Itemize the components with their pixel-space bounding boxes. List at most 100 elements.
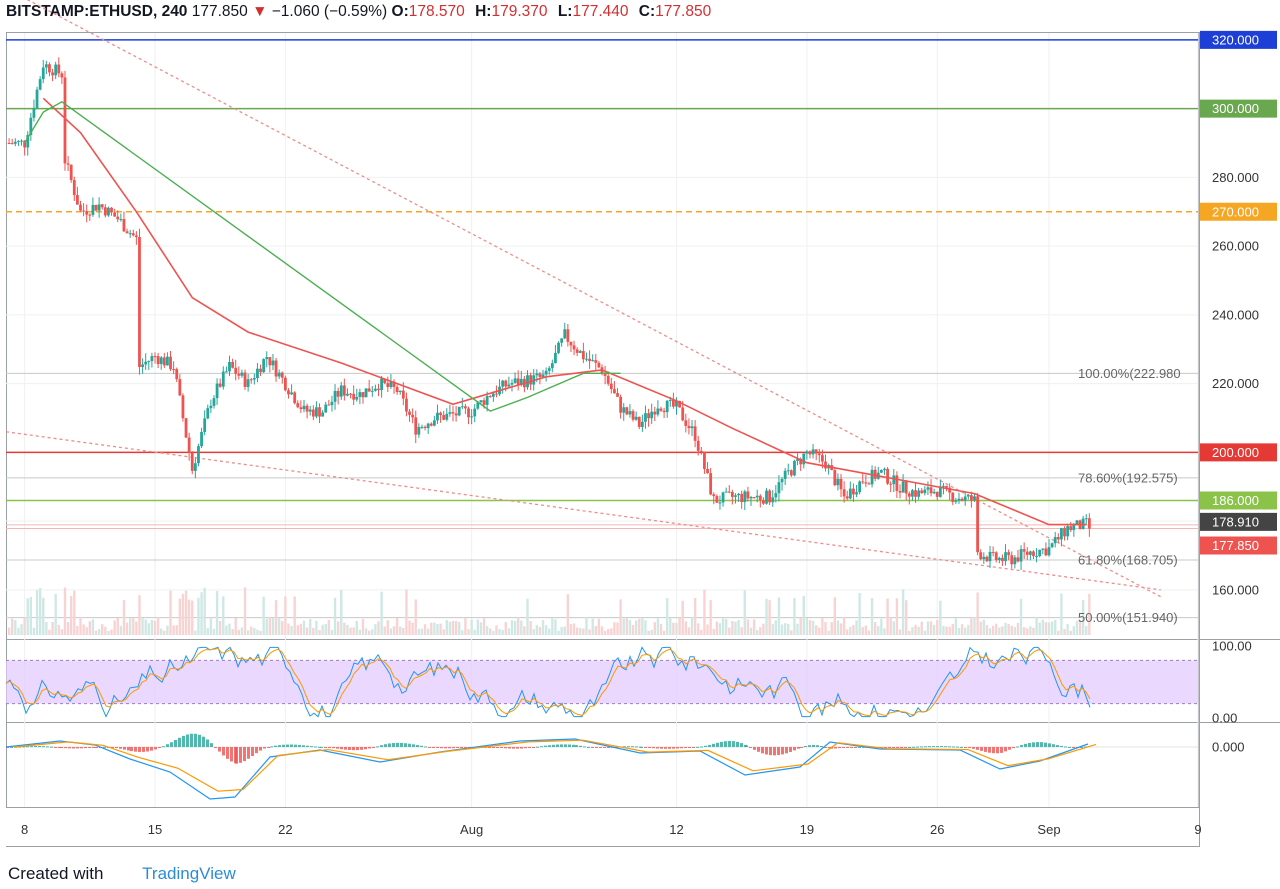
candle-body: [861, 481, 865, 483]
candle: [1063, 526, 1066, 635]
macd-histogram-bar: [753, 747, 756, 750]
time-axis[interactable]: 8 15 22 Aug 12 19 26 Sep 9: [21, 822, 1202, 837]
candle-body: [240, 372, 244, 376]
macd-histogram-bar: [54, 747, 57, 748]
volume-bar: [175, 625, 178, 635]
macd-histogram-bar: [988, 747, 991, 753]
candle: [10, 138, 14, 635]
macd-histogram-bar: [668, 747, 671, 749]
macd-histogram-bar: [820, 745, 823, 747]
price-tick-label: 260.000: [1212, 239, 1259, 254]
volume-bar: [411, 622, 414, 635]
candle-body: [994, 552, 998, 561]
tradingview-logo[interactable]: TradingView: [142, 864, 236, 883]
candle-body: [1060, 528, 1063, 540]
macd-histogram-bar: [1040, 742, 1043, 747]
volume-bar: [352, 627, 355, 635]
macd-histogram-bar: [318, 746, 321, 748]
volume-bar: [417, 628, 421, 635]
volume-bar: [346, 624, 349, 635]
candle: [926, 481, 930, 635]
level-tag: [1200, 443, 1277, 462]
volume-bar: [960, 624, 964, 635]
candle-body: [420, 426, 424, 428]
candle-body: [1010, 555, 1014, 565]
candle-body: [603, 373, 607, 376]
candle-body: [560, 338, 564, 343]
volume-bar: [243, 587, 247, 635]
candle-body: [762, 500, 765, 504]
macd-histogram-bar: [310, 746, 313, 748]
volume-bar: [644, 620, 647, 635]
volume-bar: [842, 617, 846, 635]
price-axis[interactable]: 160.000 220.000 240.000 260.000 280.000 320.0…: [1200, 30, 1277, 598]
candle: [575, 347, 579, 635]
volume-bar: [588, 629, 591, 635]
volume-bar: [1035, 617, 1038, 635]
candle-body: [495, 393, 498, 395]
candle: [982, 552, 986, 635]
candle: [845, 490, 849, 635]
candle-body: [985, 556, 989, 562]
macd-histogram-bar: [420, 745, 423, 747]
price-tick-label: 220.000: [1212, 376, 1259, 391]
candle: [842, 481, 846, 635]
candle: [1044, 542, 1048, 635]
volume-bar: [948, 626, 951, 635]
candle-body: [389, 381, 393, 387]
volume-bar: [448, 621, 452, 635]
candle-body: [361, 392, 365, 398]
volume-bar: [203, 587, 206, 635]
candle: [811, 444, 815, 635]
volume-bar: [321, 624, 324, 635]
candle-body: [1032, 551, 1035, 557]
candle: [743, 489, 747, 635]
candle: [734, 493, 737, 635]
volume-bar: [122, 600, 126, 635]
macd-histogram-bar: [130, 747, 133, 752]
fibonacci-labels: 100.00%(222.980 78.60%(192.575) 61.80%(168…: [1078, 366, 1181, 625]
macd-histogram-bar: [60, 747, 63, 748]
candle-body: [541, 374, 545, 377]
volume-bar: [830, 622, 833, 635]
macd-histogram-bar: [372, 747, 375, 748]
macd-histogram-bar: [724, 741, 727, 747]
volume-bar: [877, 626, 880, 635]
candle-body: [7, 143, 11, 144]
candle-body: [550, 363, 554, 369]
volume-bar: [607, 628, 610, 635]
candle: [780, 477, 784, 635]
volume-bar: [420, 628, 424, 635]
candle-body: [948, 487, 952, 493]
candle-body: [1047, 547, 1051, 556]
volume-bar: [63, 587, 67, 635]
candle: [119, 213, 123, 635]
candle: [420, 424, 424, 635]
macd-histogram-bar: [564, 744, 567, 747]
candle: [221, 366, 225, 635]
volume-bar: [743, 590, 746, 635]
candle-body: [640, 421, 644, 427]
macd-histogram-bar: [808, 745, 811, 747]
candle-body: [1075, 520, 1079, 526]
candle: [470, 409, 474, 635]
volume-bar: [302, 620, 306, 635]
candle-body: [510, 382, 514, 385]
macd-histogram-bar: [202, 736, 205, 747]
volume-bar: [206, 628, 209, 635]
candle-body: [1025, 551, 1029, 555]
candle: [467, 406, 470, 635]
created-with-label: Created with: [8, 864, 104, 883]
candle: [656, 400, 660, 635]
fib-label: 78.60%(192.575): [1078, 470, 1178, 485]
candle: [535, 369, 539, 635]
candle-body: [898, 490, 902, 493]
volume-bar: [312, 627, 315, 635]
candle: [299, 400, 303, 635]
macd-histogram-bar: [22, 746, 25, 748]
candle: [600, 364, 604, 635]
candle-body: [17, 140, 20, 142]
volume-bar: [48, 629, 51, 635]
macd-histogram-bar: [560, 744, 563, 747]
